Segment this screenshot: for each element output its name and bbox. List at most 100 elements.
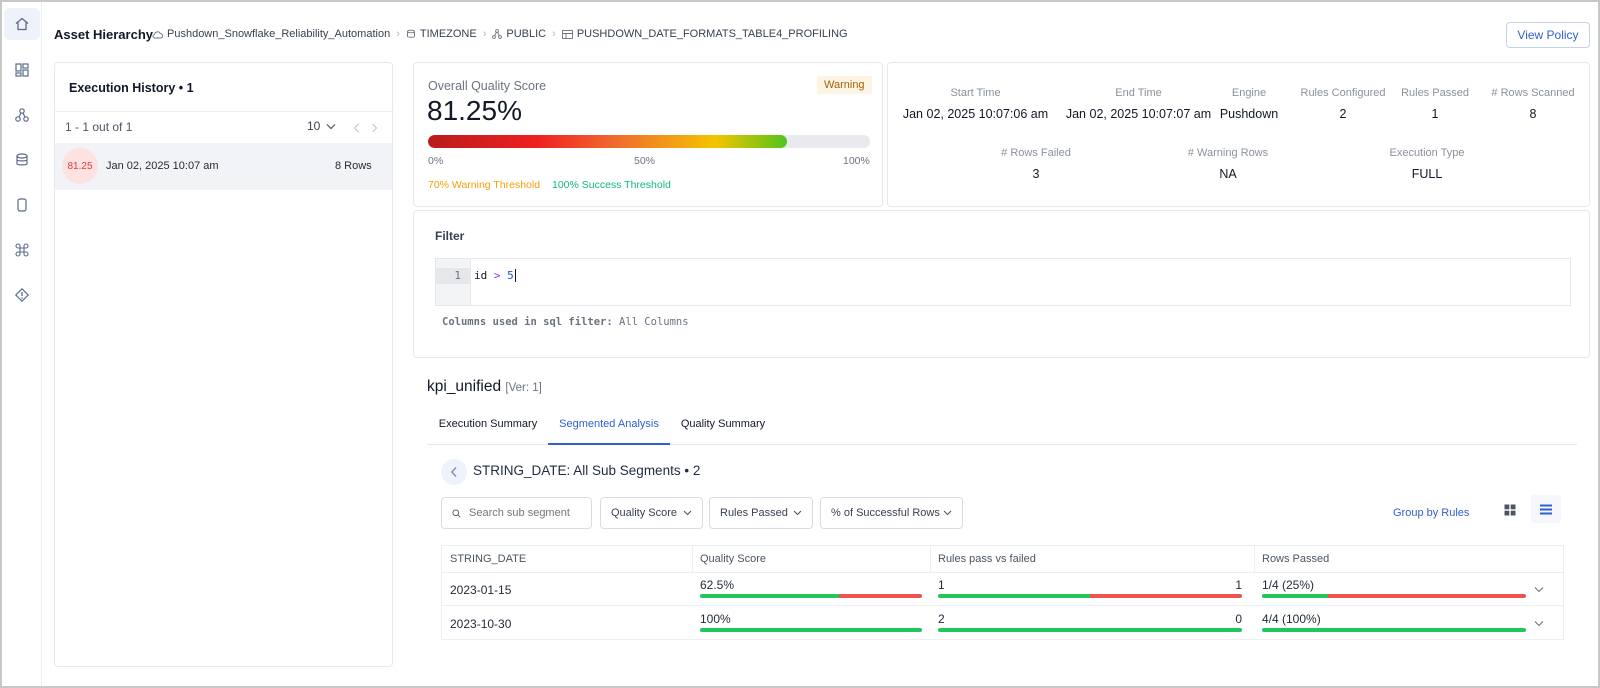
- group-by-rules-link[interactable]: Group by Rules: [1393, 507, 1470, 519]
- score-badge: 81.25: [62, 148, 98, 184]
- database-icon[interactable]: [4, 144, 40, 176]
- search-icon: [452, 508, 461, 518]
- view-policy-button[interactable]: View Policy: [1506, 22, 1590, 48]
- bar-pass-segment: [938, 594, 1090, 598]
- columns-used-value: All Columns: [619, 316, 689, 328]
- column-header: Rules pass vs failed: [938, 553, 1036, 565]
- stat-label: # Rows Scanned: [1491, 87, 1575, 99]
- stat-label: End Time: [1115, 87, 1162, 99]
- stat-value: NA: [1219, 167, 1237, 181]
- breadcrumb-item[interactable]: PUSHDOWN_DATE_FORMATS_TABLE4_PROFILING: [576, 28, 848, 40]
- tab-execution-summary[interactable]: Execution Summary: [438, 418, 538, 430]
- table-row[interactable]: 2023-01-15 62.5% 1 1 1/4 (25%): [442, 573, 1563, 606]
- sql-filter-editor[interactable]: 1 id > 5: [435, 258, 1571, 306]
- grid-view-button[interactable]: [1496, 497, 1524, 523]
- stat-value: FULL: [1411, 167, 1443, 181]
- quality-score-bar: [700, 628, 922, 632]
- stat-rules-configured: Rules Configured 2: [1288, 87, 1398, 121]
- chevron-right-icon[interactable]: [371, 123, 378, 133]
- bar-pass-segment: [1262, 628, 1526, 632]
- list-icon: [1540, 504, 1552, 514]
- document-icon[interactable]: [4, 189, 40, 221]
- success-threshold: 100% Success Threshold: [552, 179, 671, 191]
- successful-rows-filter[interactable]: % of Successful Rows: [820, 497, 963, 529]
- bar-fail-segment: [838, 594, 922, 598]
- search-input[interactable]: [469, 507, 581, 519]
- back-button[interactable]: [441, 459, 467, 485]
- quality-gauge-fill: [428, 135, 788, 148]
- tab-segmented-analysis[interactable]: Segmented Analysis: [548, 408, 670, 445]
- list-view-button[interactable]: [1531, 495, 1561, 523]
- grid-icon: [1504, 504, 1516, 516]
- stat-start-time: Start Time Jan 02, 2025 10:07:06 am: [888, 87, 1063, 121]
- list-item[interactable]: 81.25 Jan 02, 2025 10:07 am 8 Rows: [55, 143, 392, 190]
- status-badge: Warning: [817, 76, 872, 94]
- tab-quality-summary[interactable]: Quality Summary: [680, 418, 766, 430]
- table-icon: [561, 29, 573, 39]
- quality-score-filter[interactable]: Quality Score: [600, 497, 703, 529]
- stat-value: 2: [1339, 107, 1347, 121]
- breadcrumb-separator-icon: ›: [396, 28, 400, 40]
- tabs: Execution Summary Segmented Analysis Qua…: [427, 408, 1577, 445]
- stats-row-2: # Rows Failed 3 # Warning Rows NA Executio…: [888, 147, 1591, 187]
- command-icon[interactable]: [4, 234, 40, 266]
- stat-warning-rows: # Warning Rows NA: [1163, 147, 1293, 181]
- cell-rules-fail: 1: [1235, 578, 1242, 592]
- quality-gauge-track: [428, 135, 870, 148]
- column-header: Quality Score: [700, 553, 767, 565]
- stat-label: Rules Passed: [1401, 87, 1469, 99]
- pagination-range: 1 - 1 out of 1: [65, 120, 133, 134]
- cell-rules-fail: 0: [1235, 612, 1242, 626]
- stat-end-time: End Time Jan 02, 2025 10:07:07 am: [1051, 87, 1226, 121]
- warning-threshold: 70% Warning Threshold: [428, 179, 541, 191]
- code-number: 5: [507, 269, 514, 282]
- breadcrumb-item[interactable]: Pushdown_Snowflake_Reliability_Automatio…: [167, 28, 391, 40]
- hierarchy-icon[interactable]: [4, 99, 40, 131]
- title-dot: •: [680, 463, 693, 478]
- chevron-down-icon: [683, 510, 692, 516]
- filter-title: Filter: [435, 229, 465, 243]
- gauge-tick-50: 50%: [634, 155, 656, 167]
- execution-stats-card: Start Time Jan 02, 2025 10:07:06 am End T…: [887, 62, 1590, 207]
- stat-label: Engine: [1231, 87, 1267, 99]
- stat-value: 8: [1529, 107, 1537, 121]
- column-divider: [692, 546, 693, 573]
- stat-value: 3: [1032, 167, 1040, 181]
- alert-icon[interactable]: [4, 279, 40, 311]
- chevron-down-icon[interactable]: [1534, 620, 1544, 627]
- page-size-value: 10: [307, 119, 321, 133]
- title-dot: •: [178, 81, 187, 95]
- policy-name: kpi_unified: [427, 378, 502, 395]
- gauge-tick-0: 0%: [428, 155, 444, 167]
- chevron-left-icon[interactable]: [353, 123, 360, 133]
- bar-fail-segment: [1328, 594, 1526, 598]
- chevron-down-icon[interactable]: [1534, 586, 1544, 593]
- stat-value: Jan 02, 2025 10:07:06 am: [902, 107, 1049, 121]
- rules-passed-filter[interactable]: Rules Passed: [709, 497, 813, 529]
- search-sub-segment[interactable]: [441, 497, 592, 529]
- stat-label: Rules Configured: [1300, 87, 1386, 99]
- divider: [55, 111, 394, 112]
- database-icon: [406, 29, 415, 38]
- cloud-icon: [152, 30, 163, 38]
- dashboard-icon[interactable]: [4, 54, 40, 86]
- run-date: Jan 02, 2025 10:07 am: [106, 160, 219, 172]
- stat-label: Execution Type: [1389, 147, 1465, 159]
- cell-quality-score: 100%: [700, 612, 731, 626]
- gauge-tick-100: 100%: [843, 155, 870, 167]
- filter-card: Filter 1 id > 5 Columns used in sql filt…: [413, 210, 1590, 358]
- cell-rows-passed: 1/4 (25%): [1262, 578, 1315, 592]
- code-operator: >: [493, 269, 501, 282]
- home-icon[interactable]: [4, 8, 40, 40]
- breadcrumb-item[interactable]: PUBLIC: [506, 28, 547, 40]
- stat-value: Jan 02, 2025 10:07:07 am: [1065, 107, 1212, 121]
- cell-string-date: 2023-01-15: [450, 583, 512, 597]
- stat-value: Pushdown: [1219, 107, 1279, 121]
- breadcrumb-item[interactable]: TIMEZONE: [419, 28, 477, 40]
- page-size-select[interactable]: 10: [307, 119, 336, 133]
- execution-history-title: Execution History • 1: [69, 81, 194, 95]
- cell-rows-passed: 4/4 (100%): [1262, 612, 1321, 626]
- segment-count: 2: [692, 463, 701, 478]
- table-row[interactable]: 2023-10-30 100% 2 0 4/4 (100%): [442, 607, 1563, 640]
- execution-history-panel: Execution History • 1 1 - 1 out of 1 10 …: [54, 62, 394, 667]
